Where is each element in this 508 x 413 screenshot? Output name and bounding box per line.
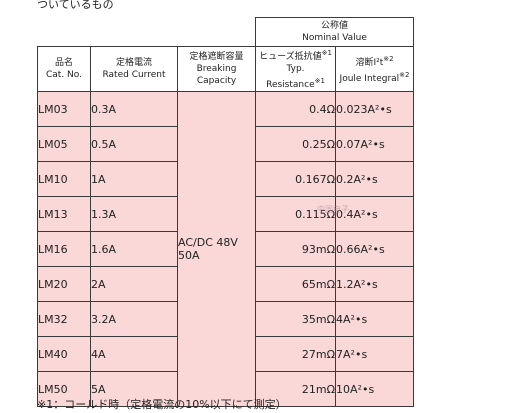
cell-joule-integral: 10A²•s <box>335 371 415 407</box>
table-row: LM13 1.3A 0.115Ω 0.4A²•s <box>37 196 415 232</box>
header-cat-no: 品名 Cat. No. <box>37 46 91 92</box>
cell-cat-no: LM10 <box>37 161 91 197</box>
cell-cat-no: LM05 <box>37 126 91 162</box>
specification-table: 公称値 Nominal Value 品名 Cat. No. 定格電流 Rated… <box>37 17 415 407</box>
table-row: LM32 3.2A 35mΩ 4A²•s <box>37 301 415 337</box>
header-breaking-jp: 定格遮断容量 <box>189 52 244 62</box>
cell-rated-current: 2A <box>90 266 178 302</box>
cell-rated-current: 1.3A <box>90 196 178 232</box>
cell-typ-resistance: 0.25Ω <box>255 126 337 162</box>
cell-typ-resistance: 65mΩ <box>255 266 337 302</box>
cell-joule-integral: 4A²•s <box>335 301 415 337</box>
cell-rated-current: 3.2A <box>90 301 178 337</box>
cell-cat-no: LM20 <box>37 266 91 302</box>
cell-typ-resistance: 0.4Ω <box>255 91 337 127</box>
cell-joule-integral: 7A²•s <box>335 336 415 372</box>
cell-cat-no: LM03 <box>37 91 91 127</box>
caption-top: ついているもの <box>37 0 114 11</box>
watermark: 中国电子 <box>317 205 349 214</box>
cell-cat-no: LM40 <box>37 336 91 372</box>
cell-rated-current: 0.3A <box>90 91 178 127</box>
cell-typ-resistance: 35mΩ <box>255 301 337 337</box>
cell-cat-no: LM13 <box>37 196 91 232</box>
header-breaking-capacity: 定格遮断容量 Breaking Capacity <box>176 46 257 92</box>
table-row: LM16 1.6A 93mΩ 0.66A²•s <box>37 231 415 267</box>
header-blank <box>37 17 256 47</box>
cell-cat-no: LM50 <box>37 371 91 407</box>
cell-cat-no: LM16 <box>37 231 91 267</box>
header-current-en: Rated Current <box>102 70 166 80</box>
table-row: LM20 2A 65mΩ 1.2A²•s <box>37 266 415 302</box>
header-breaking-en: Breaking Capacity <box>196 64 237 86</box>
cell-rated-current: 1A <box>90 161 178 197</box>
cell-rated-current: 5A <box>90 371 178 407</box>
header-nominal-en: Nominal Value <box>302 33 367 43</box>
cell-cat-no: LM32 <box>37 301 91 337</box>
table-row: LM50 5A 21mΩ 10A²•s <box>37 371 415 407</box>
cell-rated-current: 1.6A <box>90 231 178 267</box>
header-nominal-value: 公称値 Nominal Value <box>255 17 415 47</box>
header-typ-resistance: ヒューズ抵抗値※1 Typ. Resistance※1 <box>255 46 337 92</box>
cell-breaking-capacity: AC/DC 48V 50A <box>176 91 257 407</box>
cell-joule-integral: 0.023A²•s <box>335 91 415 127</box>
cell-rated-current: 0.5A <box>90 126 178 162</box>
header-current-jp: 定格電流 <box>115 58 152 68</box>
cell-joule-integral: 1.2A²•s <box>335 266 415 302</box>
cell-joule-integral: 0.66A²•s <box>335 231 415 267</box>
cell-rated-current: 4A <box>90 336 178 372</box>
footnote: ※1：コールド時（定格電流の10%以下にて測定） <box>37 398 287 411</box>
table-row: LM10 1A 0.167Ω 0.2A²•s <box>37 161 415 197</box>
table-row: LM40 4A 27mΩ 7A²•s <box>37 336 415 372</box>
header-joule-integral: 溶断I²t※2 Joule Integral※2 <box>335 46 415 92</box>
header-rated-current: 定格電流 Rated Current <box>90 46 178 92</box>
header-joule-jp: 溶断I²t※2 <box>355 55 394 68</box>
table-row: LM03 0.3A AC/DC 48V 50A 0.4Ω 0.023A²•s <box>37 91 415 407</box>
cell-typ-resistance: 93mΩ <box>255 231 337 267</box>
header-cat-en: Cat. No. <box>46 70 82 80</box>
cell-joule-integral: 0.2A²•s <box>335 161 415 197</box>
header-cat-jp: 品名 <box>54 58 73 68</box>
header-resistance-en: Typ. Resistance※1 <box>266 64 325 90</box>
cell-typ-resistance: 0.115Ω <box>255 196 337 232</box>
header-resistance-jp: ヒューズ抵抗値※1 <box>259 49 332 62</box>
cell-typ-resistance: 0.167Ω <box>255 161 337 197</box>
table-row: LM05 0.5A 0.25Ω 0.07A²•s <box>37 126 415 162</box>
cell-joule-integral: 0.07A²•s <box>335 126 415 162</box>
header-joule-en: Joule Integral※2 <box>339 71 410 84</box>
cell-typ-resistance: 27mΩ <box>255 336 337 372</box>
header-nominal-jp: 公称値 <box>321 21 349 31</box>
cell-typ-resistance: 21mΩ <box>255 371 337 407</box>
